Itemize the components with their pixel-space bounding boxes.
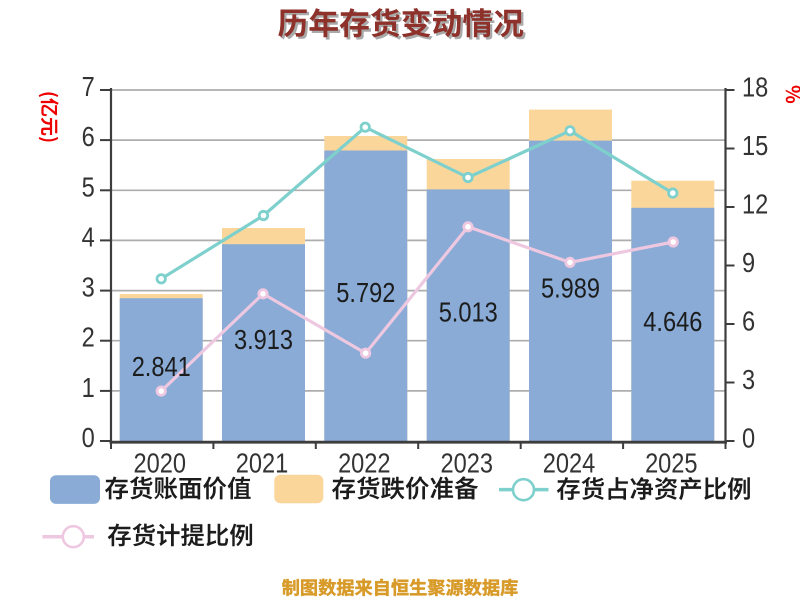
svg-text:5.013: 5.013 — [439, 298, 498, 328]
svg-text:5: 5 — [82, 173, 95, 203]
svg-text:0: 0 — [82, 423, 95, 453]
svg-text:5.792: 5.792 — [336, 278, 395, 308]
svg-text:3: 3 — [82, 273, 95, 303]
svg-text:6: 6 — [82, 122, 95, 152]
svg-text:2025: 2025 — [645, 449, 697, 479]
svg-text:2.841: 2.841 — [132, 352, 191, 382]
svg-text:7: 7 — [82, 72, 95, 102]
svg-text:4.646: 4.646 — [643, 307, 702, 337]
svg-text:9: 9 — [742, 248, 755, 278]
svg-text:2: 2 — [82, 323, 95, 353]
svg-text:12: 12 — [742, 190, 768, 220]
svg-text:3: 3 — [742, 365, 755, 395]
svg-text:5.989: 5.989 — [541, 274, 600, 304]
svg-text:4: 4 — [82, 223, 95, 253]
svg-text:18: 18 — [742, 73, 768, 103]
svg-text:2022: 2022 — [338, 449, 390, 479]
svg-text:15: 15 — [742, 131, 768, 161]
svg-text:2021: 2021 — [236, 449, 288, 479]
svg-text:1: 1 — [82, 373, 95, 403]
svg-text:2023: 2023 — [440, 449, 492, 479]
svg-text:3.913: 3.913 — [234, 325, 293, 355]
svg-text:2024: 2024 — [543, 449, 595, 479]
svg-text:6: 6 — [742, 307, 755, 337]
svg-text:0: 0 — [742, 424, 755, 454]
svg-text:2020: 2020 — [133, 449, 185, 479]
